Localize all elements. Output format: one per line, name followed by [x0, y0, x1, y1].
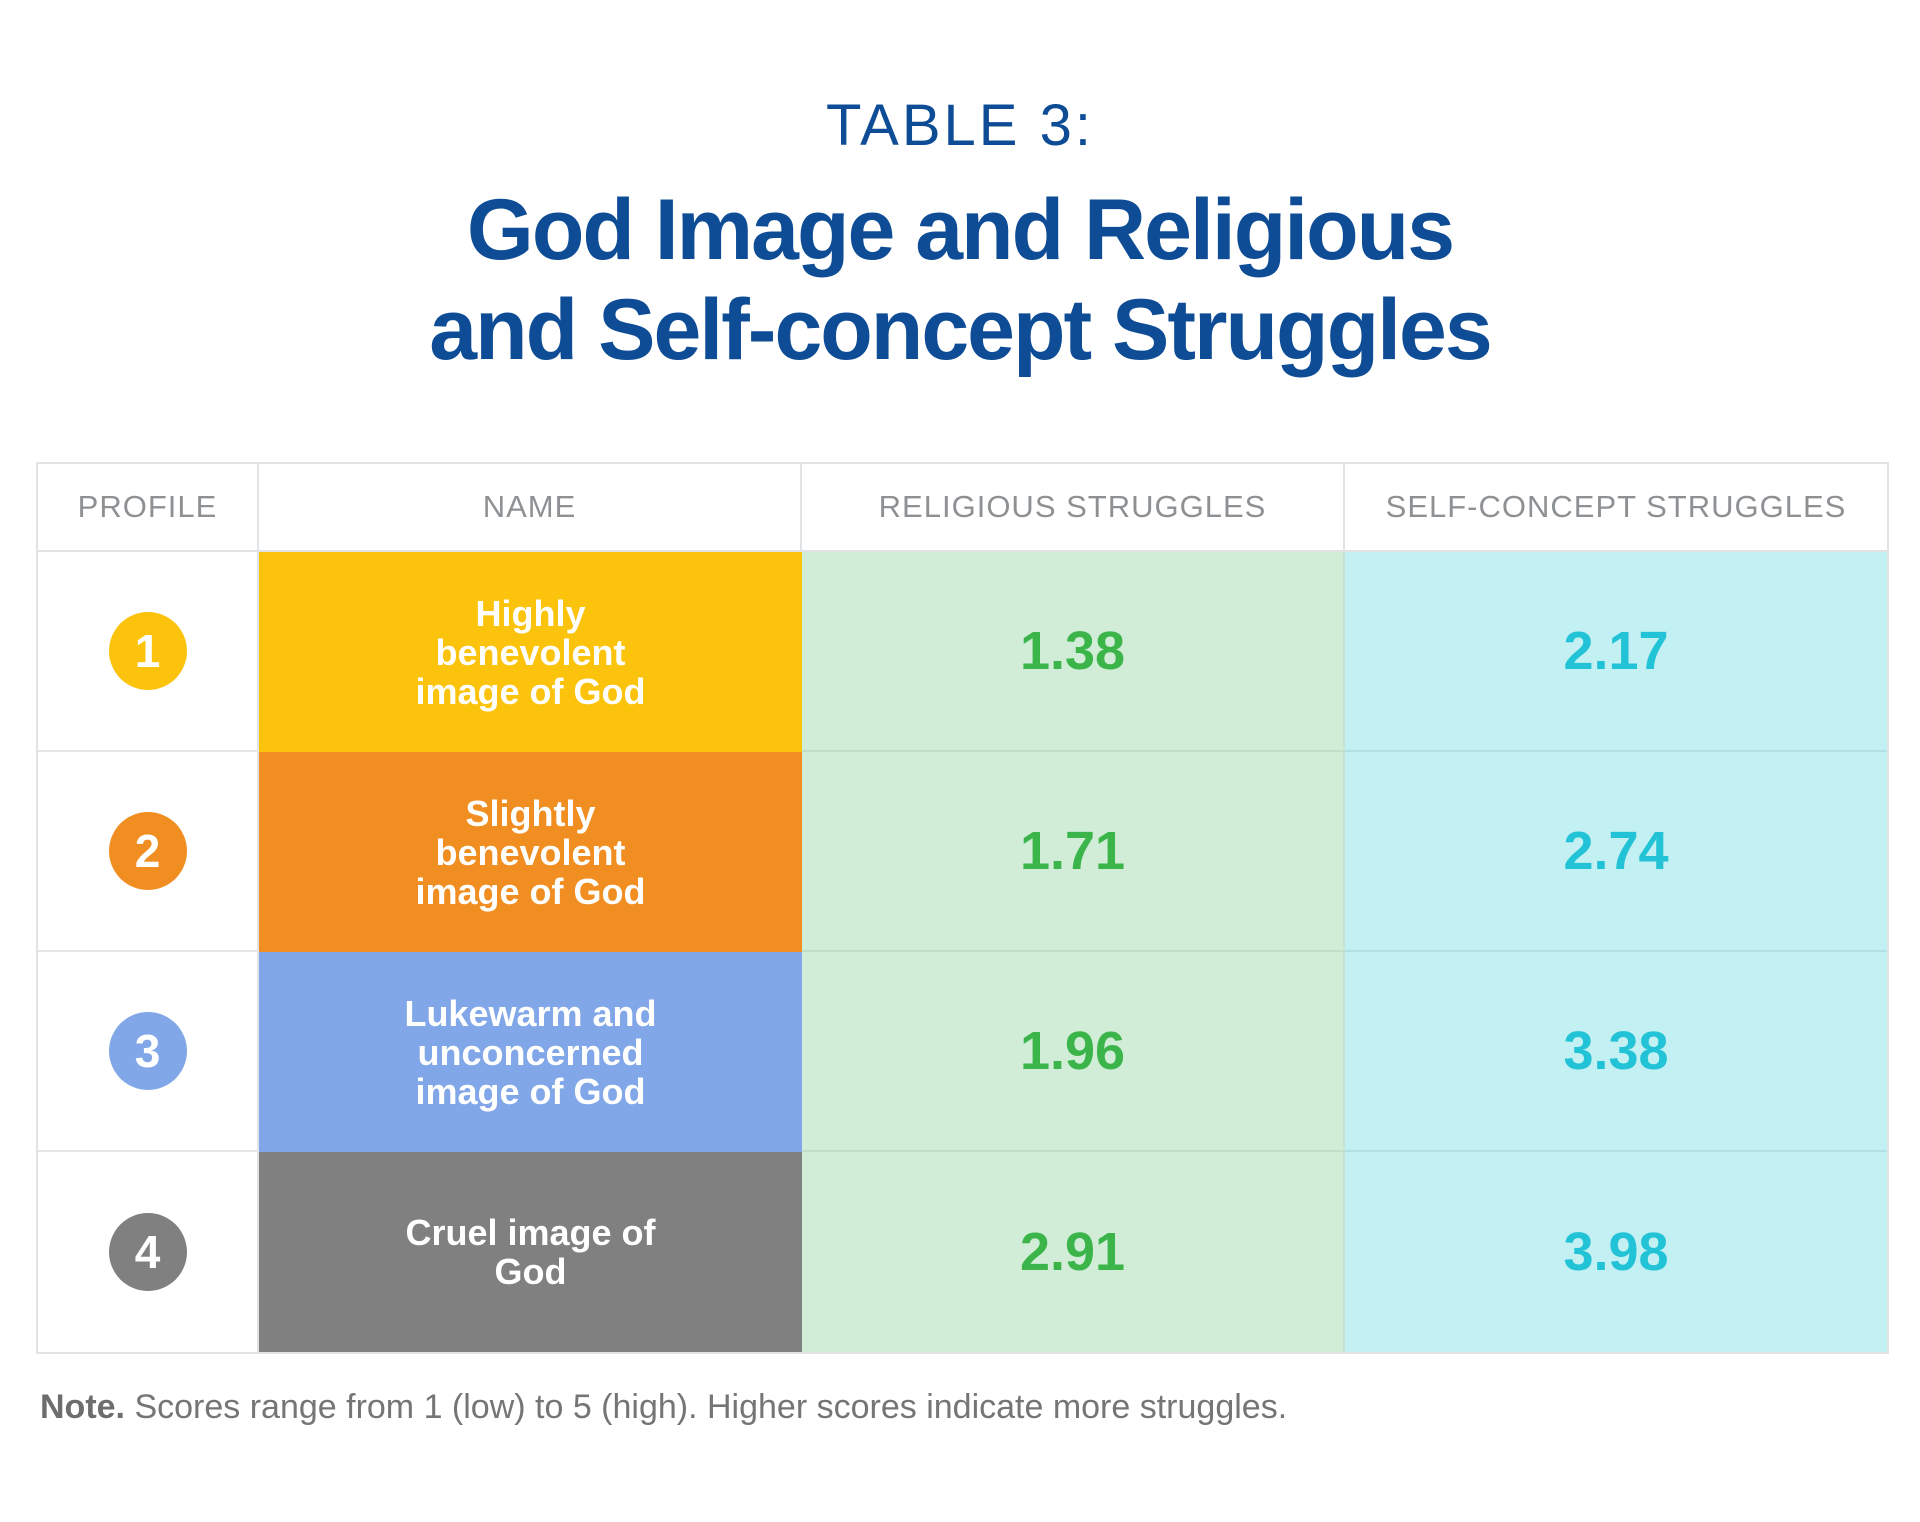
- column-header-religious-struggles: RELIGIOUS STRUGGLES: [802, 464, 1345, 552]
- profile-name: Slightly benevolent image of God: [259, 752, 802, 952]
- self-concept-struggles-value: 2.74: [1345, 752, 1887, 952]
- profile-badge: 4: [108, 1213, 187, 1291]
- religious-struggles-value: 1.96: [802, 952, 1345, 1152]
- self-concept-struggles-value: 3.98: [1345, 1152, 1887, 1352]
- column-header-profile: PROFILE: [38, 464, 259, 552]
- profile-cell: 1: [38, 552, 259, 752]
- table-number: TABLE 3:: [826, 93, 1094, 158]
- table-title: God Image and Religious and Self-concept…: [0, 180, 1920, 380]
- note-text: Scores range from 1 (low) to 5 (high). H…: [125, 1388, 1288, 1426]
- profile-name: Cruel image of God: [259, 1152, 802, 1352]
- note-label: Note.: [40, 1388, 125, 1426]
- religious-struggles-value: 1.71: [802, 752, 1345, 952]
- religious-struggles-value: 2.91: [802, 1152, 1345, 1352]
- column-header-self-concept-struggles: SELF-CONCEPT STRUGGLES: [1345, 464, 1887, 552]
- table-note: Note. Scores range from 1 (low) to 5 (hi…: [40, 1388, 1287, 1427]
- title-line-2: and Self-concept Struggles: [429, 282, 1492, 378]
- self-concept-struggles-value: 2.17: [1345, 552, 1887, 752]
- self-concept-struggles-value: 3.38: [1345, 952, 1887, 1152]
- title-line-1: God Image and Religious: [466, 182, 1455, 278]
- profile-cell: 2: [38, 752, 259, 952]
- profile-name: Highly benevolent image of God: [259, 552, 802, 752]
- table-header: TABLE 3: God Image and Religious and Sel…: [0, 90, 1920, 380]
- profile-cell: 3: [38, 952, 259, 1152]
- religious-struggles-value: 1.38: [802, 552, 1345, 752]
- profile-badge: 3: [108, 1012, 187, 1090]
- profile-cell: 4: [38, 1152, 259, 1352]
- profile-name: Lukewarm and unconcerned image of God: [259, 952, 802, 1152]
- column-header-name: NAME: [259, 464, 802, 552]
- profile-badge: 1: [108, 612, 187, 690]
- results-table: PROFILE NAME RELIGIOUS STRUGGLES SELF-CO…: [36, 462, 1889, 1354]
- profile-badge: 2: [108, 812, 187, 890]
